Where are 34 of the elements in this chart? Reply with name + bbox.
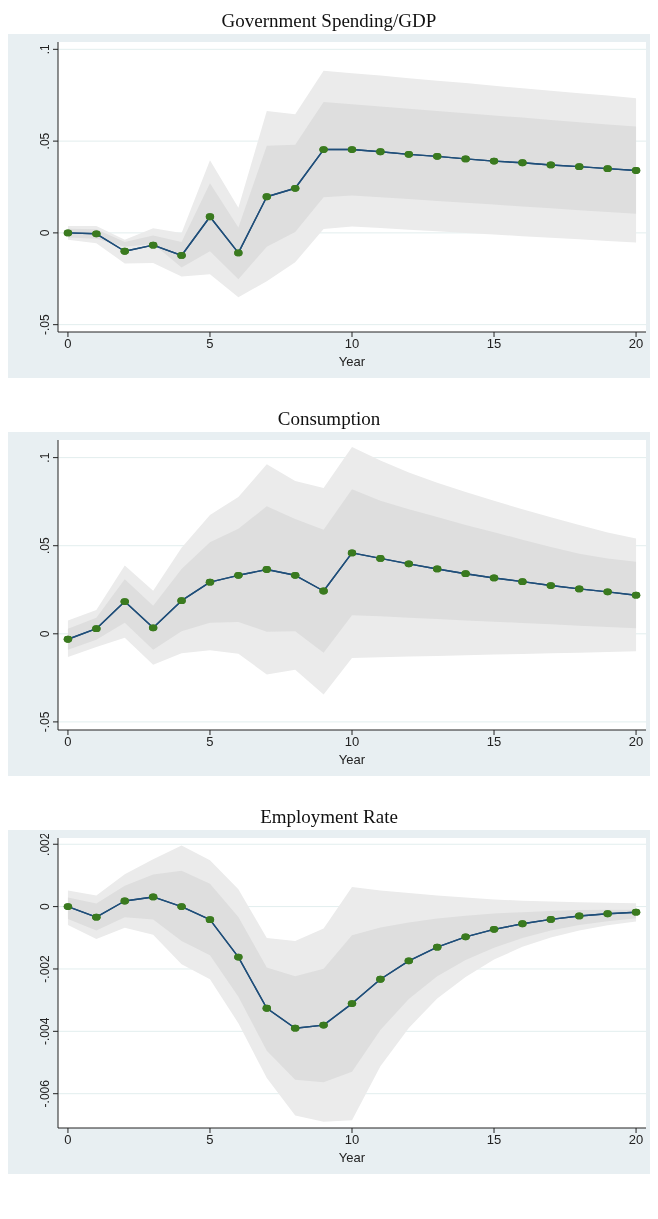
y-tick-label: .1 — [38, 452, 52, 463]
x-tick-label: 5 — [206, 734, 214, 750]
x-tick-label: 5 — [206, 336, 214, 352]
y-tick-label: 0 — [38, 902, 52, 910]
x-tick-label: 15 — [486, 734, 502, 750]
x-tick-label: 0 — [64, 336, 72, 352]
y-tick-label: -.002 — [38, 954, 52, 983]
y-tick-label: 0 — [38, 630, 52, 638]
x-tick-label: 10 — [344, 1132, 360, 1148]
x-tick-label: 0 — [64, 1132, 72, 1148]
x-axis-title: Year — [338, 354, 366, 369]
chart-title: Employment Rate — [259, 805, 399, 829]
y-tick-label: -.05 — [38, 314, 52, 335]
y-tick-label: -.004 — [38, 1017, 52, 1046]
y-tick-label: -.006 — [38, 1079, 52, 1108]
x-tick-label: 10 — [344, 734, 360, 750]
x-axis-title: Year — [338, 752, 366, 767]
y-tick-label: .05 — [38, 132, 52, 150]
y-tick-label: .05 — [38, 537, 52, 555]
chart-title: Consumption — [276, 407, 382, 431]
y-tick-label: 0 — [38, 229, 52, 237]
chart-title: Government Spending/GDP — [220, 9, 438, 33]
x-tick-label: 0 — [64, 734, 72, 750]
x-tick-label: 15 — [486, 336, 502, 352]
y-tick-label: .002 — [38, 832, 52, 856]
x-tick-label: 20 — [628, 734, 644, 750]
x-tick-label: 15 — [486, 1132, 502, 1148]
x-tick-label: 10 — [344, 336, 360, 352]
y-tick-label: .1 — [38, 44, 52, 55]
x-tick-label: 5 — [206, 1132, 214, 1148]
x-tick-label: 20 — [628, 336, 644, 352]
y-tick-label: -.05 — [38, 711, 52, 733]
x-tick-label: 20 — [628, 1132, 644, 1148]
x-axis-title: Year — [338, 1150, 366, 1165]
